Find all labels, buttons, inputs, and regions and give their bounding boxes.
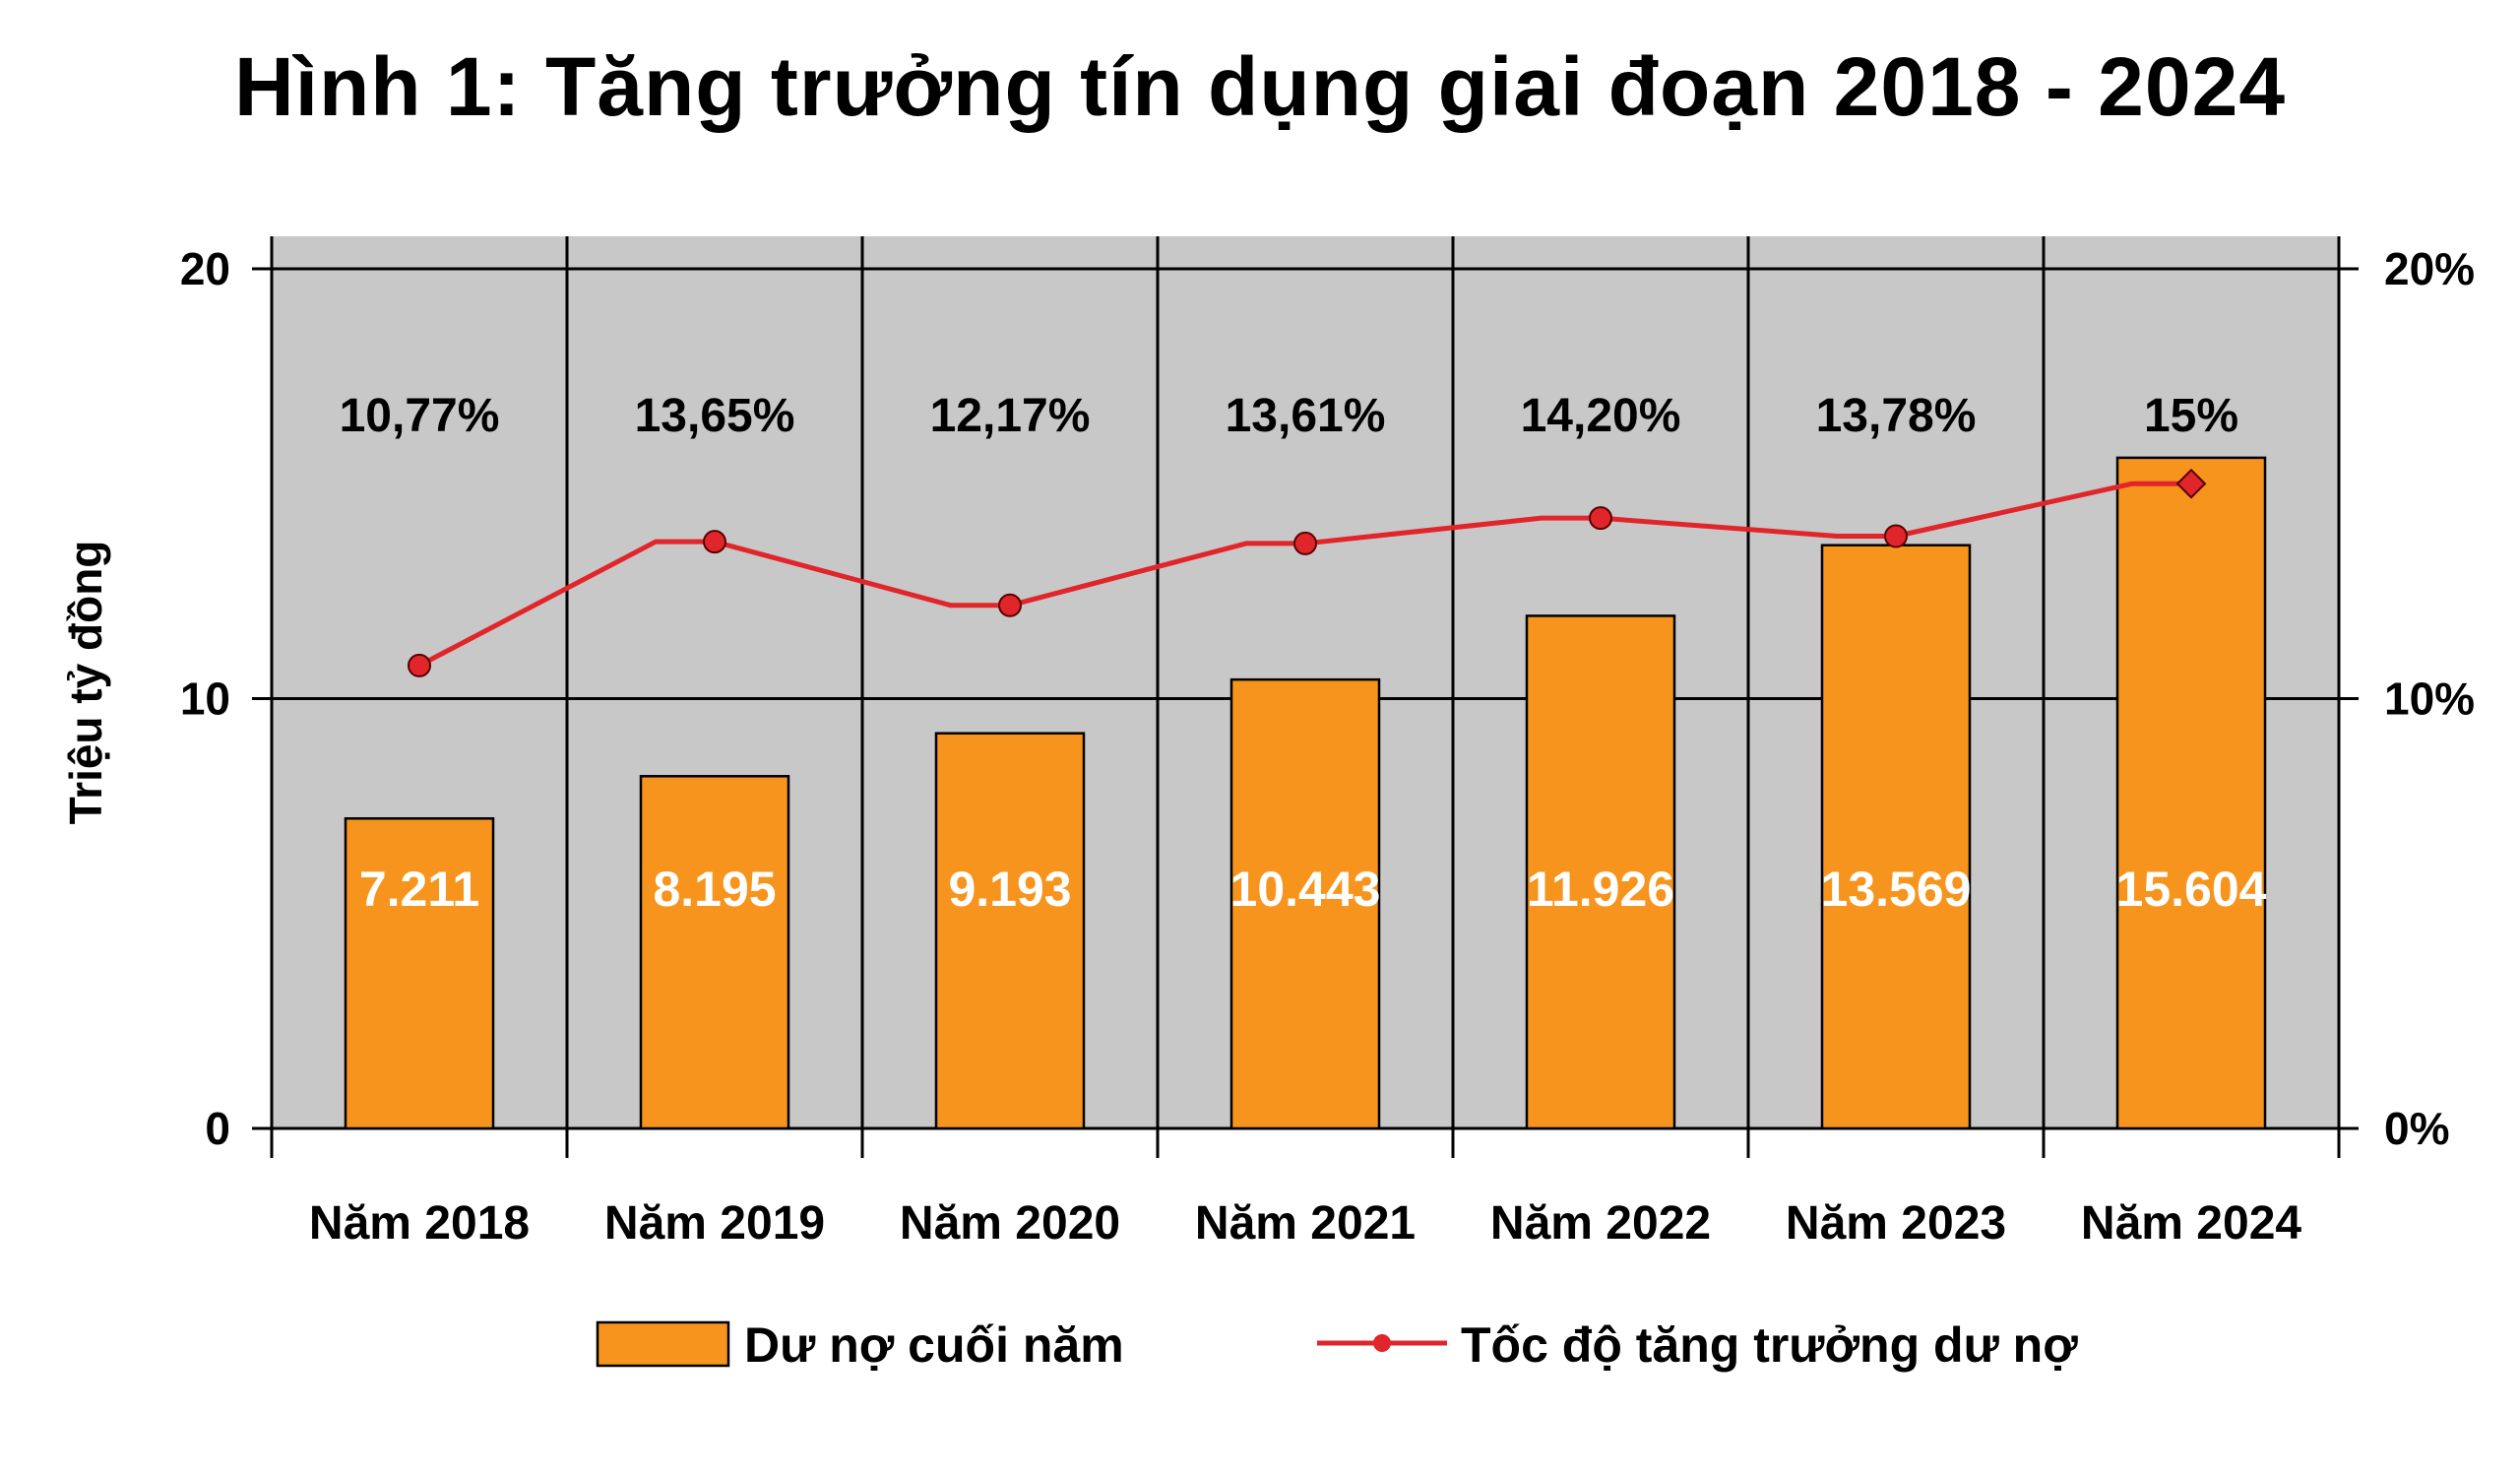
y-axis-label: Triệu tỷ đồng <box>60 541 111 825</box>
bar-value-label: 9.193 <box>948 862 1071 917</box>
x-tick-label: Năm 2018 <box>309 1197 530 1250</box>
line-marker <box>2175 468 2207 499</box>
legend-bar-swatch <box>596 1320 730 1368</box>
y2-tick-label: 0% <box>2384 1103 2449 1154</box>
y2-tick-label: 20% <box>2384 243 2475 294</box>
bar <box>1525 614 1676 1130</box>
legend-bar-label: Dư nợ cuối năm <box>744 1317 1124 1373</box>
y-tick-label: 20 <box>180 243 230 294</box>
line-marker <box>1589 506 1612 531</box>
y-tick-label: 0 <box>205 1103 230 1154</box>
bar-value-label: 13.569 <box>1821 862 1972 917</box>
x-tick-label: Năm 2023 <box>1786 1197 2006 1250</box>
growth-rate-label: 13,78% <box>1816 390 1977 442</box>
bar-value-label: 8.195 <box>653 862 776 917</box>
line-marker <box>998 593 1022 617</box>
bar-value-label: 15.604 <box>2116 862 2267 917</box>
x-tick-label: Năm 2019 <box>604 1197 825 1250</box>
x-tick-label: Năm 2022 <box>1490 1197 1711 1250</box>
growth-rate-label: 10,77% <box>340 390 500 442</box>
legend-line-label: Tốc độ tăng trưởng dư nợ <box>1461 1317 2078 1373</box>
chart-title: Hình 1: Tăng trưởng tín dụng giai đoạn 2… <box>233 40 2287 133</box>
growth-rate-label: 12,17% <box>930 390 1091 442</box>
legend-line-marker <box>1373 1334 1391 1352</box>
bar <box>2115 456 2267 1130</box>
x-tick-label: Năm 2021 <box>1195 1197 1416 1250</box>
bar <box>344 816 495 1130</box>
line-marker <box>408 653 431 677</box>
bar <box>934 732 1086 1130</box>
bar-value-label: 10.443 <box>1230 862 1381 917</box>
line-marker <box>1884 524 1908 548</box>
y2-tick-label: 10% <box>2384 674 2475 725</box>
bar <box>639 775 790 1130</box>
x-tick-label: Năm 2020 <box>900 1197 1120 1250</box>
line-marker <box>1293 531 1317 555</box>
bar-value-label: 11.926 <box>1527 862 1674 917</box>
x-tick-label: Năm 2024 <box>2081 1197 2301 1250</box>
bar <box>1820 544 1972 1130</box>
growth-rate-label: 13,61% <box>1226 390 1386 442</box>
y-tick-label: 10 <box>180 674 230 725</box>
growth-rate-label: 13,65% <box>635 390 795 442</box>
bar-value-label: 7.211 <box>359 862 479 917</box>
growth-rate-label: 15% <box>2144 390 2238 442</box>
growth-rate-label: 14,20% <box>1521 390 1681 442</box>
bar <box>1229 677 1381 1130</box>
line-marker <box>703 530 726 554</box>
